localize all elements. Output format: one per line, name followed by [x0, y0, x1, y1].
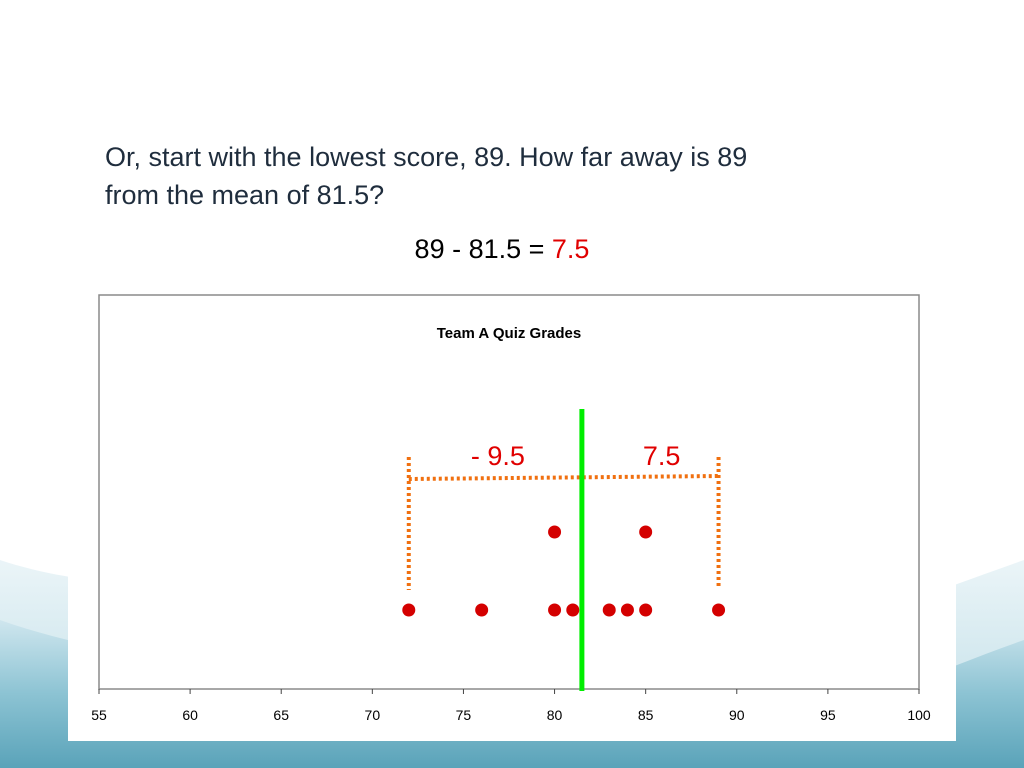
x-tick-label: 60 [182, 707, 198, 723]
dot-plot-chart: Team A Quiz Grades 55 60 65 70 75 80 85 90 95 100 -… [91, 294, 931, 723]
data-point [402, 603, 416, 617]
deviation-annotation: - 9.5 [471, 441, 525, 471]
data-point [566, 603, 580, 617]
slide-question-line-2: from the mean of 81.5? [105, 180, 385, 210]
data-point [712, 603, 726, 617]
equation-result: 7.5 [551, 234, 590, 264]
x-tick-label: 65 [273, 707, 289, 723]
equation: 89 - 81.5 = 7.5 [0, 234, 1004, 265]
data-point [602, 603, 616, 617]
data-point [475, 603, 489, 617]
data-point [620, 603, 634, 617]
x-tick-label: 80 [547, 707, 563, 723]
data-point [639, 603, 653, 617]
x-tick-label: 100 [907, 707, 931, 723]
deviation-annotation: 7.5 [643, 441, 681, 471]
x-tick-label: 75 [456, 707, 472, 723]
x-tick-label: 85 [638, 707, 654, 723]
chart-title: Team A Quiz Grades [437, 325, 582, 342]
chart-panel: Team A Quiz Grades 55 60 65 70 75 80 85 90 95 100 -… [68, 272, 956, 741]
data-point [548, 525, 562, 539]
x-tick-label: 55 [91, 707, 107, 723]
x-tick-label: 70 [365, 707, 381, 723]
data-point [548, 603, 562, 617]
equation-expression: 89 - 81.5 = [414, 234, 552, 264]
slide-question-line-1: Or, start with the lowest score, 89. How… [105, 142, 748, 172]
slide-question: Or, start with the lowest score, 89. How… [105, 138, 965, 214]
data-point [639, 525, 653, 539]
plot-area-frame [98, 294, 920, 690]
x-tick-label: 90 [729, 707, 745, 723]
x-tick-label: 95 [820, 707, 836, 723]
bracket-top-line [408, 474, 719, 481]
